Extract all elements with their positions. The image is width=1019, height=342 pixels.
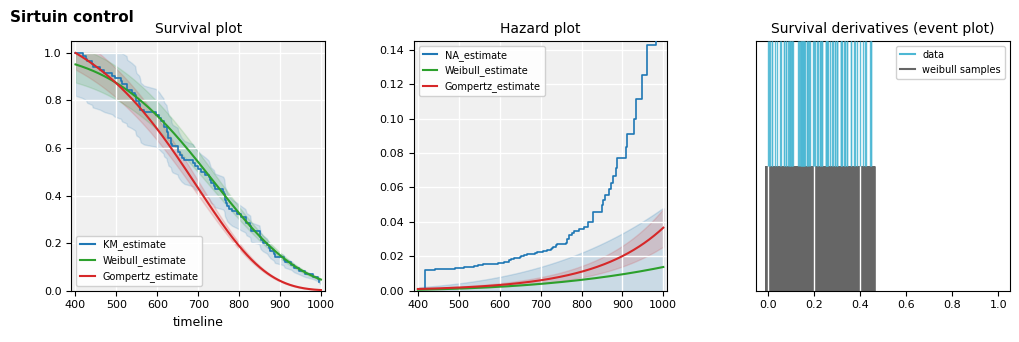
Legend: NA_estimate, Weibull_estimate, Gompertz_estimate: NA_estimate, Weibull_estimate, Gompertz_… xyxy=(418,46,544,96)
Title: Survival derivatives (event plot): Survival derivatives (event plot) xyxy=(770,22,994,36)
X-axis label: timeline: timeline xyxy=(172,316,223,329)
Legend: KM_estimate, Weibull_estimate, Gompertz_estimate: KM_estimate, Weibull_estimate, Gompertz_… xyxy=(76,236,202,286)
Legend: data, weibull samples: data, weibull samples xyxy=(896,46,1004,79)
Title: Hazard plot: Hazard plot xyxy=(500,22,580,36)
Text: Sirtuin control: Sirtuin control xyxy=(10,10,133,25)
Title: Survival plot: Survival plot xyxy=(155,22,242,36)
